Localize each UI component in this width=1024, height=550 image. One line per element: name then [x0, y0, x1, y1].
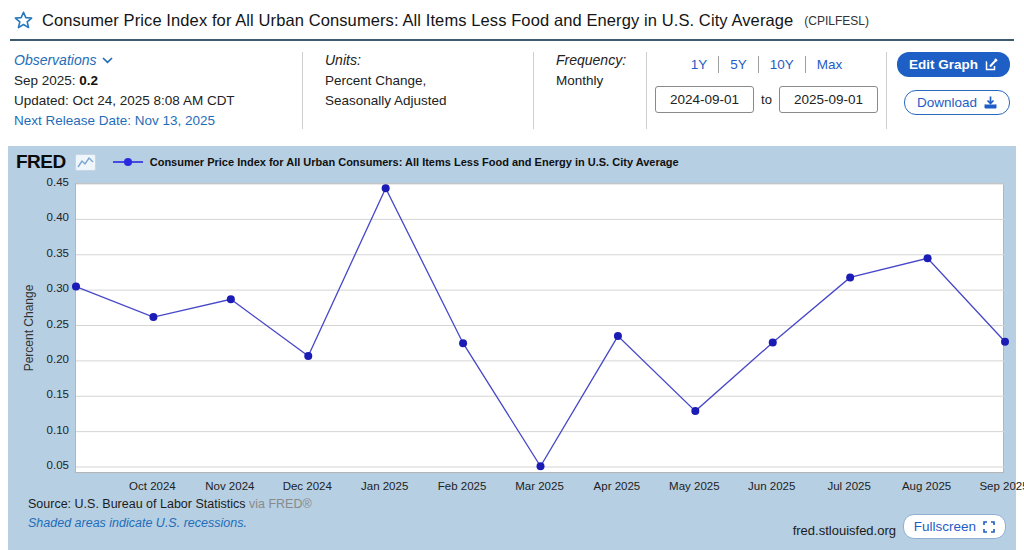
edit-icon: [985, 58, 998, 71]
x-tick-label: May 2025: [657, 480, 731, 492]
fullscreen-icon: [983, 521, 995, 533]
title-bar: Consumer Price Index for All Urban Consu…: [0, 0, 1024, 37]
edit-graph-label: Edit Graph: [909, 57, 978, 72]
units-section: Units: Percent Change, Seasonally Adjust…: [303, 50, 533, 131]
range-1y-button[interactable]: 1Y: [680, 55, 719, 74]
series-meta-bar: Observations Sep 2025: 0.2 Updated: Oct …: [0, 41, 1024, 139]
source-text: Source: U.S. Bureau of Labor Statistics: [28, 497, 245, 511]
chart-footer: Source: U.S. Bureau of Labor Statistics …: [28, 495, 312, 534]
series-id: (CPILFESL): [804, 14, 869, 28]
data-point-marker[interactable]: [537, 462, 545, 470]
range-selector: 1Y 5Y 10Y Max: [680, 55, 854, 74]
frequency-section: Frequency: Monthly: [534, 50, 646, 131]
x-tick-label: Oct 2024: [115, 480, 189, 492]
end-date-input[interactable]: [779, 86, 878, 113]
y-tick-label: 0.20: [8, 353, 69, 365]
fred-logo[interactable]: FRED: [16, 151, 66, 173]
fred-logo-chart-icon: [75, 154, 96, 171]
updated-timestamp: Updated: Oct 24, 2025 8:08 AM CDT: [14, 91, 302, 111]
y-tick-label: 0.40: [8, 211, 69, 223]
data-point-marker[interactable]: [846, 273, 854, 281]
range-5y-button[interactable]: 5Y: [719, 55, 758, 74]
plot-area[interactable]: [75, 183, 1004, 473]
data-point-marker[interactable]: [227, 295, 235, 303]
units-label: Units:: [325, 50, 533, 71]
data-point-marker[interactable]: [769, 338, 777, 346]
y-tick-label: 0.10: [8, 424, 69, 436]
series-legend: Consumer Price Index for All Urban Consu…: [113, 156, 679, 168]
x-tick-label: Feb 2025: [425, 480, 499, 492]
units-value-line2: Seasonally Adjusted: [325, 91, 533, 111]
data-point-marker[interactable]: [382, 184, 390, 192]
download-icon: [984, 96, 997, 109]
date-inputs: to: [655, 86, 878, 113]
frequency-value: Monthly: [556, 71, 646, 91]
latest-observation-value: 0.2: [79, 73, 98, 88]
data-point-marker[interactable]: [459, 339, 467, 347]
y-tick-label: 0.15: [8, 388, 69, 400]
date-range-to-label: to: [761, 92, 772, 107]
recessions-note-link[interactable]: Shaded areas indicate U.S. recessions.: [28, 514, 312, 533]
x-tick-label: Apr 2025: [580, 480, 654, 492]
x-tick-label: Jun 2025: [735, 480, 809, 492]
next-release-date: Next Release Date: Nov 13, 2025: [14, 111, 302, 131]
chevron-down-icon: [102, 57, 113, 64]
edit-graph-button[interactable]: Edit Graph: [897, 52, 1010, 77]
y-tick-label: 0.05: [8, 459, 69, 471]
data-point-marker[interactable]: [1001, 338, 1009, 346]
download-button[interactable]: Download: [904, 90, 1010, 115]
chart-panel: FRED Consumer Price Index for All Urban …: [8, 146, 1016, 550]
y-tick-label: 0.25: [8, 318, 69, 330]
x-tick-label: Mar 2025: [503, 480, 577, 492]
legend-line-marker-icon: [113, 157, 143, 167]
start-date-input[interactable]: [655, 86, 754, 113]
observations-label: Observations: [14, 50, 96, 71]
data-point-marker[interactable]: [924, 254, 932, 262]
fullscreen-label: Fullscreen: [914, 519, 976, 534]
range-max-button[interactable]: Max: [806, 55, 854, 74]
observations-toggle[interactable]: Observations: [14, 50, 113, 71]
y-tick-label: 0.35: [8, 247, 69, 259]
source-via-text: via FRED®: [249, 497, 312, 511]
units-value-line1: Percent Change,: [325, 71, 533, 91]
x-tick-label: Nov 2024: [193, 480, 267, 492]
y-tick-label: 0.30: [8, 282, 69, 294]
x-tick-label: Jul 2025: [812, 480, 886, 492]
line-chart[interactable]: [76, 184, 1005, 474]
site-url-label: fred.stlouisfed.org: [793, 523, 896, 538]
x-tick-label: Sep 2025: [967, 480, 1024, 492]
data-point-marker[interactable]: [691, 407, 699, 415]
y-tick-label: 0.45: [8, 176, 69, 188]
data-point-marker[interactable]: [614, 332, 622, 340]
legend-label: Consumer Price Index for All Urban Consu…: [150, 156, 679, 168]
date-range-section: 1Y 5Y 10Y Max to: [647, 50, 886, 131]
data-point-marker[interactable]: [72, 283, 80, 291]
chart-header: FRED Consumer Price Index for All Urban …: [16, 151, 679, 173]
x-tick-label: Aug 2025: [890, 480, 964, 492]
star-icon[interactable]: [14, 11, 33, 30]
x-tick-label: Jan 2025: [348, 480, 422, 492]
latest-observation: Sep 2025: 0.2: [14, 71, 302, 91]
page-title: Consumer Price Index for All Urban Consu…: [42, 11, 793, 30]
x-tick-label: Dec 2024: [270, 480, 344, 492]
fullscreen-button[interactable]: Fullscreen: [903, 514, 1006, 539]
data-point-marker[interactable]: [304, 352, 312, 360]
range-10y-button[interactable]: 10Y: [759, 55, 805, 74]
series-line: [76, 188, 1005, 466]
frequency-label: Frequency:: [556, 50, 646, 71]
graph-actions: Edit Graph Download: [887, 50, 1014, 131]
observations-section: Observations Sep 2025: 0.2 Updated: Oct …: [14, 50, 302, 131]
data-point-marker[interactable]: [149, 313, 157, 321]
download-label: Download: [917, 95, 977, 110]
